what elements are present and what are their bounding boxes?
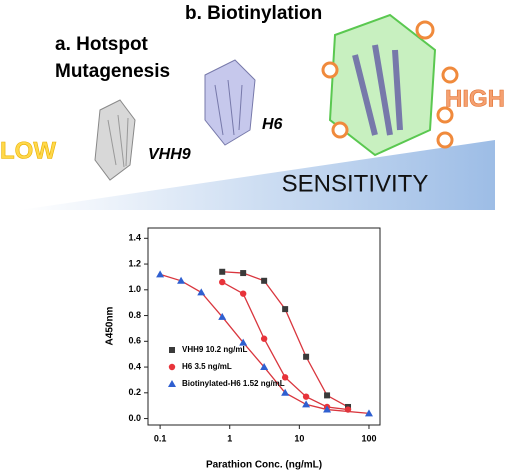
legend-marker <box>168 380 176 387</box>
y-tick-label: 0.4 <box>128 361 141 371</box>
data-point <box>156 270 165 278</box>
high-label: HIGH <box>445 85 505 112</box>
protein-label: H6 <box>262 116 283 133</box>
x-tick-label: 100 <box>361 433 376 443</box>
y-tick-label: 1.2 <box>128 258 141 268</box>
plot-frame <box>147 227 381 426</box>
x-axis-label: Parathion Conc. (ng/mL) <box>206 460 322 471</box>
legend-marker <box>169 347 175 353</box>
y-tick-label: 1.0 <box>128 284 141 294</box>
curve <box>159 273 370 415</box>
data-point <box>239 290 247 297</box>
x-tick-label: 1 <box>227 433 232 443</box>
data-point <box>302 393 310 400</box>
step-a: Mutagenesis <box>55 61 170 82</box>
data-point <box>260 363 269 371</box>
data-point <box>219 268 226 275</box>
sensitivity-label: SENSITIVITY <box>282 170 429 197</box>
legend-label: H6 3.5 ng/mL <box>182 362 232 371</box>
data-point <box>364 409 373 417</box>
legend-label: Biotinylated-H6 1.52 ng/mL <box>182 379 285 388</box>
legend-label: VHH9 10.2 ng/mL <box>182 345 247 354</box>
protein-biotinylated-h6 <box>321 13 459 157</box>
y-tick-label: 0.0 <box>128 413 141 423</box>
data-point <box>281 374 289 381</box>
data-point <box>239 338 248 346</box>
low-label: LOW <box>0 137 56 164</box>
data-point <box>240 270 247 277</box>
y-axis-label: A450nm <box>105 306 116 345</box>
protein-label: VHH9 <box>148 146 191 163</box>
data-point <box>219 278 226 286</box>
protein-vhh9 <box>94 99 136 181</box>
legend-marker <box>168 363 176 371</box>
data-point <box>324 392 331 399</box>
x-tick-label: 10 <box>294 433 304 443</box>
step-a: a. Hotspot <box>55 34 149 55</box>
data-point <box>323 405 332 413</box>
data-point <box>261 277 268 284</box>
data-point <box>303 353 310 360</box>
data-point <box>260 335 268 342</box>
step-b: b. Biotinylation <box>185 3 322 24</box>
y-tick-label: 1.4 <box>128 233 141 243</box>
data-point <box>177 276 186 284</box>
sensitivity-wedge <box>20 140 495 210</box>
y-tick-label: 0.8 <box>128 310 141 320</box>
data-point <box>302 400 311 408</box>
protein-h6 <box>204 59 256 146</box>
y-tick-label: 0.2 <box>128 387 141 397</box>
data-point <box>197 288 206 296</box>
data-point <box>281 388 290 396</box>
data-point <box>218 312 227 320</box>
data-point <box>282 306 289 313</box>
x-tick-label: 0.1 <box>154 433 167 443</box>
y-tick-label: 0.6 <box>128 336 141 346</box>
